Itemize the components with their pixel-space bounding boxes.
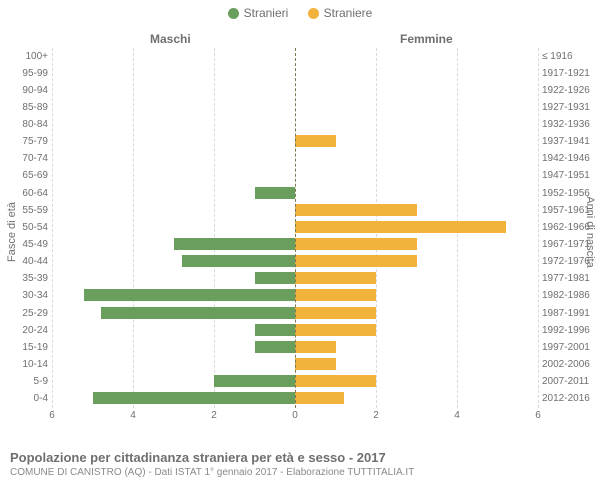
y-tick-age: 50-54 [0, 219, 48, 236]
x-tick: 0 [292, 410, 298, 421]
bar-female [295, 341, 336, 353]
y-tick-birth: 2012-2016 [542, 390, 598, 407]
bar-female [295, 358, 336, 370]
legend-swatch-female [308, 8, 319, 19]
bar-female [295, 221, 506, 233]
y-tick-birth: 1977-1981 [542, 270, 598, 287]
y-tick-birth: 2007-2011 [542, 373, 598, 390]
y-tick-birth: 1997-2001 [542, 339, 598, 356]
y-tick-birth: 1917-1921 [542, 65, 598, 82]
y-tick-birth: 1962-1966 [542, 219, 598, 236]
legend-label-female: Straniere [324, 6, 373, 20]
bar-female [295, 289, 376, 301]
bar-female [295, 238, 417, 250]
population-pyramid-chart: Maschi Femmine Fasce di età Anni di nasc… [0, 26, 600, 446]
bar-female [295, 324, 376, 336]
chart-footer: Popolazione per cittadinanza straniera p… [0, 446, 600, 478]
y-tick-birth: 1987-1991 [542, 305, 598, 322]
col-header-female: Femmine [400, 32, 453, 46]
y-tick-birth: 1957-1961 [542, 202, 598, 219]
y-tick-age: 85-89 [0, 99, 48, 116]
x-tick: 4 [454, 410, 460, 421]
center-line [295, 48, 296, 408]
y-tick-birth: 2002-2006 [542, 356, 598, 373]
y-axis-right: ≤ 19161917-19211922-19261927-19311932-19… [542, 48, 598, 408]
plot-area [52, 48, 538, 408]
bar-male [255, 187, 296, 199]
bar-female [295, 392, 344, 404]
chart-subtitle: COMUNE DI CANISTRO (AQ) - Dati ISTAT 1° … [10, 467, 590, 478]
y-tick-age: 25-29 [0, 305, 48, 322]
bar-male [174, 238, 296, 250]
legend-item-male: Stranieri [228, 6, 289, 20]
y-tick-birth: 1932-1936 [542, 116, 598, 133]
x-tick: 2 [373, 410, 379, 421]
y-tick-birth: 1937-1941 [542, 133, 598, 150]
y-tick-age: 100+ [0, 48, 48, 65]
y-tick-birth: 1992-1996 [542, 322, 598, 339]
legend-label-male: Stranieri [244, 6, 289, 20]
gridline [538, 48, 539, 408]
y-tick-birth: 1922-1926 [542, 82, 598, 99]
y-tick-age: 70-74 [0, 150, 48, 167]
col-header-male: Maschi [150, 32, 191, 46]
bar-female [295, 255, 417, 267]
y-tick-age: 5-9 [0, 373, 48, 390]
y-tick-age: 10-14 [0, 356, 48, 373]
bar-male [84, 289, 295, 301]
x-tick: 6 [535, 410, 541, 421]
y-tick-birth: 1927-1931 [542, 99, 598, 116]
bar-male [93, 392, 296, 404]
y-tick-birth: 1972-1976 [542, 253, 598, 270]
bar-female [295, 135, 336, 147]
bar-female [295, 307, 376, 319]
legend: Stranieri Straniere [0, 0, 600, 26]
y-tick-age: 35-39 [0, 270, 48, 287]
x-tick: 6 [49, 410, 55, 421]
y-tick-age: 65-69 [0, 167, 48, 184]
plot-half-female [295, 48, 538, 408]
legend-item-female: Straniere [308, 6, 373, 20]
y-axis-left: 100+95-9990-9485-8980-8475-7970-7465-696… [0, 48, 48, 408]
bar-male [255, 272, 296, 284]
y-tick-birth: ≤ 1916 [542, 48, 598, 65]
y-tick-age: 90-94 [0, 82, 48, 99]
y-tick-age: 30-34 [0, 287, 48, 304]
y-tick-age: 45-49 [0, 236, 48, 253]
bar-male [101, 307, 295, 319]
legend-swatch-male [228, 8, 239, 19]
y-tick-birth: 1982-1986 [542, 287, 598, 304]
y-tick-age: 40-44 [0, 253, 48, 270]
y-tick-birth: 1942-1946 [542, 150, 598, 167]
x-tick: 2 [211, 410, 217, 421]
chart-title: Popolazione per cittadinanza straniera p… [10, 450, 590, 465]
y-tick-birth: 1952-1956 [542, 185, 598, 202]
y-tick-birth: 1947-1951 [542, 167, 598, 184]
x-axis-ticks: 6 4 2 0 2 4 6 [52, 410, 538, 426]
y-tick-age: 95-99 [0, 65, 48, 82]
y-tick-age: 80-84 [0, 116, 48, 133]
y-tick-age: 55-59 [0, 202, 48, 219]
y-tick-age: 75-79 [0, 133, 48, 150]
plot-half-male [52, 48, 295, 408]
y-tick-age: 20-24 [0, 322, 48, 339]
bar-male [182, 255, 295, 267]
y-tick-age: 0-4 [0, 390, 48, 407]
bar-male [255, 324, 296, 336]
y-tick-age: 60-64 [0, 185, 48, 202]
bar-female [295, 272, 376, 284]
bar-male [214, 375, 295, 387]
bar-male [255, 341, 296, 353]
bar-female [295, 204, 417, 216]
y-tick-age: 15-19 [0, 339, 48, 356]
y-tick-birth: 1967-1971 [542, 236, 598, 253]
x-tick: 4 [130, 410, 136, 421]
bar-female [295, 375, 376, 387]
